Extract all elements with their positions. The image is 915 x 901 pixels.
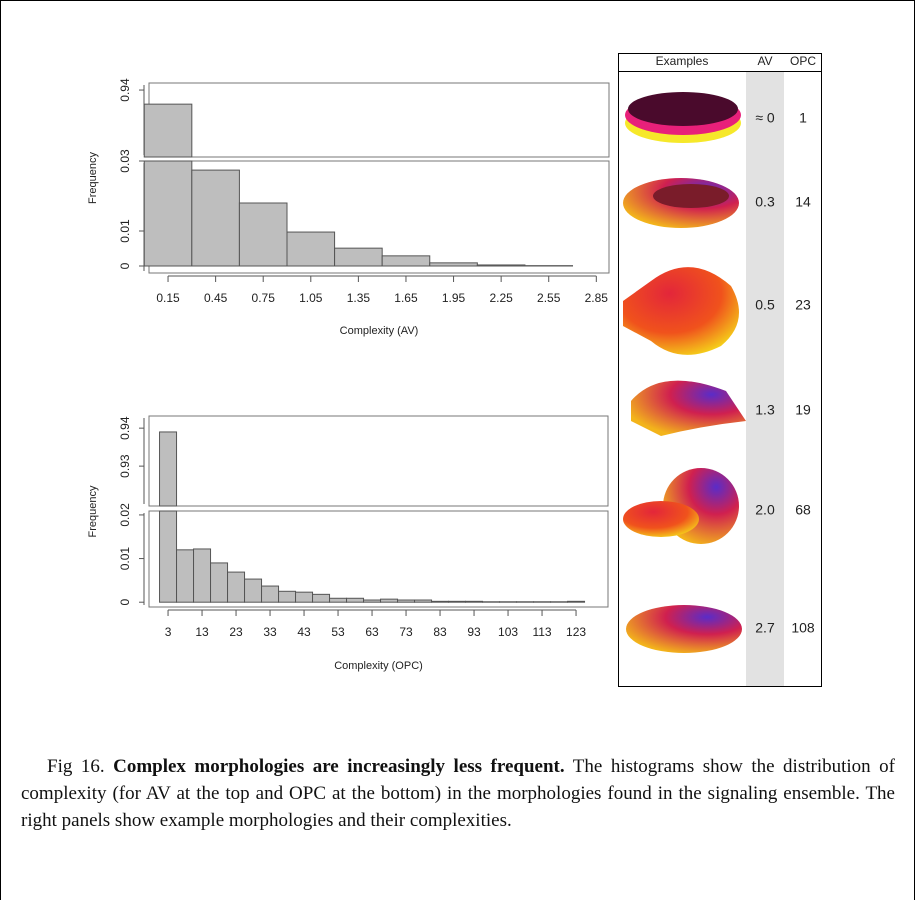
- x-tick-label: 1.35: [347, 291, 371, 305]
- x-tick-label: 1.05: [299, 291, 323, 305]
- bar: [312, 593, 331, 603]
- example-images: [623, 92, 746, 653]
- x-tick-label: 0.75: [252, 291, 276, 305]
- bar: [448, 600, 467, 603]
- y-tick-label: 0.01: [118, 547, 132, 571]
- bar: [476, 264, 526, 267]
- x-tick-label: 123: [566, 625, 586, 639]
- bar: [286, 231, 336, 267]
- y-tick-label: 0: [118, 262, 132, 269]
- caption-label: Fig 16.: [47, 756, 105, 777]
- bar: [191, 169, 240, 267]
- y-tick-label: 0.94: [118, 78, 132, 102]
- bar: [334, 247, 383, 267]
- x-tick-label: 93: [467, 625, 481, 639]
- bar: [159, 510, 178, 603]
- y-tick-label: 0.01: [118, 219, 132, 243]
- opc-value: 1: [799, 110, 807, 126]
- y-tick-label: 0.02: [118, 503, 132, 527]
- panel-frame: [148, 415, 609, 507]
- bar: [346, 597, 365, 603]
- y-tick-label: 0.03: [118, 149, 132, 173]
- av-value: 2.7: [755, 620, 775, 636]
- x-tick-label: 23: [229, 625, 243, 639]
- y-tick-label: 0.93: [118, 454, 132, 478]
- bar: [193, 548, 212, 603]
- bar: [363, 599, 382, 603]
- av-value: 1.3: [755, 402, 775, 418]
- panel-frame: [148, 82, 610, 158]
- caption: Fig 16. Complex morphologies are increas…: [21, 753, 895, 834]
- bar: [176, 549, 195, 603]
- bar: [261, 585, 280, 603]
- av-value: 2.0: [755, 502, 775, 518]
- panel-frame: [148, 510, 609, 608]
- bar: [465, 600, 484, 603]
- bar: [380, 598, 399, 603]
- figure: Examples AV OPC ≈ 0 1 0.3 14 0.5 23 1.3 19 2.0 68…: [87, 53, 822, 687]
- y-tick-label: 0: [118, 599, 132, 606]
- bar: [429, 262, 478, 267]
- bar: [414, 599, 433, 603]
- bar: [227, 571, 246, 603]
- x-tick-label: 0.15: [156, 291, 180, 305]
- x-tick-label: 33: [263, 625, 277, 639]
- header-cell: [746, 54, 784, 71]
- bar: [238, 202, 288, 267]
- x-tick-label: 2.85: [585, 291, 609, 305]
- opc-value: 68: [795, 502, 811, 518]
- x-tick-label: 43: [297, 625, 311, 639]
- opc-value: 108: [791, 620, 815, 636]
- x-tick-label: 1.95: [442, 291, 466, 305]
- caption-text: The histograms show the distribution of …: [21, 756, 895, 831]
- y-axis-label: Frequency: [87, 485, 99, 537]
- examples-frame: [618, 53, 822, 687]
- y-tick-label: 0.94: [118, 416, 132, 440]
- caption-title: Complex morphologies are increasingly le…: [113, 756, 565, 777]
- bar: [210, 562, 229, 603]
- bar: [329, 597, 348, 603]
- bar: [567, 600, 586, 603]
- opc-value: 14: [795, 194, 811, 210]
- bar: [244, 578, 263, 603]
- x-tick-label: 53: [331, 625, 345, 639]
- opc-value: 23: [795, 297, 811, 313]
- x-tick-label: 2.25: [489, 291, 513, 305]
- bar: [278, 590, 297, 603]
- x-axis-label: Complexity (AV): [340, 325, 419, 337]
- y-axis-label: Frequency: [87, 152, 99, 204]
- x-tick-label: 3: [165, 625, 172, 639]
- x-axis-label: Complexity (OPC): [334, 660, 423, 672]
- av-value: 0.3: [755, 194, 775, 210]
- bar: [431, 600, 450, 603]
- header: AV: [757, 54, 772, 68]
- x-tick-label: 1.65: [394, 291, 418, 305]
- x-tick-label: 83: [433, 625, 447, 639]
- bar: [381, 255, 431, 267]
- x-tick-label: 113: [532, 625, 551, 639]
- x-tick-label: 73: [399, 625, 413, 639]
- av-value: ≈ 0: [755, 110, 775, 126]
- bar: [143, 160, 193, 267]
- av-column-shade: [746, 71, 784, 687]
- x-tick-label: 2.55: [537, 291, 561, 305]
- header: Examples: [656, 54, 709, 68]
- x-tick-label: 0.45: [204, 291, 228, 305]
- header: OPC: [790, 54, 816, 68]
- x-tick-label: 103: [498, 625, 518, 639]
- bar-upper: [159, 431, 178, 507]
- bar: [397, 599, 416, 603]
- av-value: 0.5: [755, 297, 775, 313]
- opc-value: 19: [795, 402, 811, 418]
- x-tick-label: 63: [365, 625, 379, 639]
- bar-upper: [143, 103, 193, 158]
- bar: [295, 591, 314, 603]
- x-tick-label: 13: [195, 625, 209, 639]
